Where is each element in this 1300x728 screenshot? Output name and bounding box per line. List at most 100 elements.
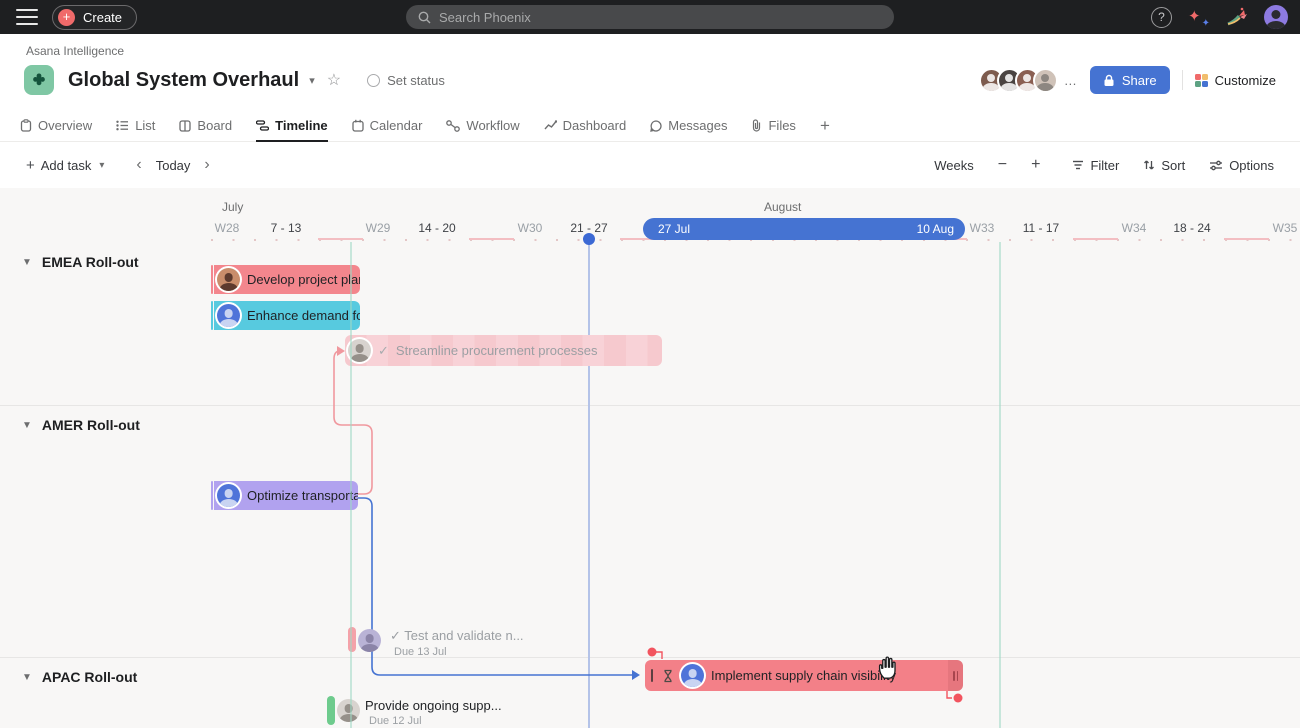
task-bar-implement-supply-chain-visibility[interactable]: Implement supply chain visibility xyxy=(645,660,963,691)
title-chevron-down-icon[interactable]: ▾ xyxy=(309,74,315,87)
week-number: W29 xyxy=(365,221,391,235)
share-button[interactable]: Share xyxy=(1089,66,1170,94)
milestone-pill-test-and-validate[interactable] xyxy=(348,627,356,652)
section-label[interactable]: AMER Roll-out xyxy=(41,417,140,433)
collapse-triangle-icon[interactable]: ▼ xyxy=(22,256,32,268)
plus-icon: + xyxy=(58,8,75,26)
favorite-star-icon[interactable]: ☆ xyxy=(326,72,342,89)
drag-connector xyxy=(946,691,952,699)
tab-overview[interactable]: Overview xyxy=(20,110,92,141)
task-bar-develop-project-plan[interactable]: Develop project plan xyxy=(214,265,360,294)
week-range: 14 - 20 xyxy=(418,221,456,235)
help-icon[interactable]: ? xyxy=(1151,6,1172,28)
title-row: Global System Overhaul ▾ ☆ Set status … … xyxy=(24,65,1276,95)
zoom-level-select[interactable]: Weeks xyxy=(934,157,974,173)
hand-cursor xyxy=(878,656,896,679)
collapse-triangle-icon[interactable]: ▼ xyxy=(22,671,32,683)
add-task-label: Add task xyxy=(40,157,92,173)
tab-list[interactable]: List xyxy=(116,110,155,141)
tab-label: Workflow xyxy=(466,118,520,133)
options-label: Options xyxy=(1229,157,1274,173)
menu-icon[interactable] xyxy=(16,9,38,25)
add-task-button[interactable]: + Add task xyxy=(26,157,91,174)
drag-handle-right[interactable] xyxy=(948,660,963,691)
tab-messages[interactable]: Messages xyxy=(650,110,727,141)
celebration-icon[interactable] xyxy=(1226,7,1248,27)
task-label: Enhance demand fore xyxy=(247,308,360,323)
lock-icon xyxy=(1104,74,1114,86)
filter-icon xyxy=(1073,160,1084,170)
dashboard-icon xyxy=(544,120,557,130)
clipped-edge xyxy=(211,301,213,330)
drag-dot[interactable] xyxy=(953,693,963,703)
today-button[interactable]: Today xyxy=(155,157,191,173)
drag-handle-left[interactable] xyxy=(651,669,653,682)
clipped-edge xyxy=(211,265,213,294)
month-label: July xyxy=(222,200,244,214)
tab-label: Dashboard xyxy=(562,118,627,133)
tab-label: Files xyxy=(768,118,796,133)
board-icon xyxy=(179,119,192,132)
task-bar-enhance-demand-forecasting[interactable]: Enhance demand fore xyxy=(214,301,360,330)
add-view-button[interactable]: + xyxy=(819,115,830,135)
dependency-lines xyxy=(333,346,963,703)
filter-button[interactable]: Filter xyxy=(1072,158,1119,173)
sort-icon xyxy=(1144,160,1155,170)
tab-dashboard[interactable]: Dashboard xyxy=(544,110,627,141)
project-icon[interactable] xyxy=(24,65,54,95)
section-apac: ▼ APAC Roll-out xyxy=(22,669,137,685)
options-icon xyxy=(1210,160,1223,170)
topbar: + Create Search Phoenix ? ✦ ✦ xyxy=(0,0,1300,34)
options-button[interactable]: Options xyxy=(1209,158,1274,173)
task-bar-streamline-procurement[interactable]: ✓ Streamline procurement processes xyxy=(345,335,662,366)
tab-files[interactable]: Files xyxy=(751,110,796,141)
tab-workflow[interactable]: Workflow xyxy=(446,110,520,141)
section-label[interactable]: EMEA Roll-out xyxy=(41,254,139,270)
milestone-pill-provide-ongoing-support[interactable] xyxy=(327,696,335,725)
clipped-edge xyxy=(211,481,213,510)
customize-grid-icon xyxy=(1194,73,1208,87)
milestone-provide-ongoing-support[interactable]: Provide ongoing supp... Due 12 Jul xyxy=(365,698,502,727)
timeline-canvas[interactable]: July August W28 7 - 13 W29 14 - 20 W30 2… xyxy=(0,188,1300,728)
breadcrumb[interactable]: Asana Intelligence xyxy=(26,44,125,58)
add-task-chevron-down-icon[interactable]: ▾ xyxy=(99,159,105,171)
puzzle-glyph xyxy=(33,73,45,86)
user-avatar[interactable] xyxy=(1264,5,1288,29)
search-input[interactable]: Search Phoenix xyxy=(406,5,894,29)
next-period-button[interactable]: › xyxy=(204,156,210,173)
check-icon: ✓ xyxy=(378,342,389,358)
task-bar-optimize-transportation[interactable]: Optimize transportatio xyxy=(214,481,358,510)
drag-dot[interactable] xyxy=(647,647,657,657)
more-members-button[interactable]: … xyxy=(1063,72,1078,88)
topbar-actions: ? ✦ ✦ xyxy=(1151,5,1288,29)
create-button[interactable]: + Create xyxy=(52,4,138,30)
set-status-button[interactable]: Set status xyxy=(367,73,445,88)
assignee-avatar xyxy=(217,268,240,291)
date-range-pill[interactable]: 27 Jul 10 Aug xyxy=(643,218,965,240)
collapse-triangle-icon[interactable]: ▼ xyxy=(22,419,32,431)
tab-board[interactable]: Board xyxy=(179,110,232,141)
customize-button[interactable]: Customize xyxy=(1194,73,1276,88)
view-tabs: Overview List Board Timeline Calendar Wo… xyxy=(0,110,1300,142)
timeline-icon xyxy=(256,119,270,131)
tab-label: Messages xyxy=(668,118,728,133)
range-start: 27 Jul xyxy=(658,222,691,236)
milestone-test-and-validate[interactable]: ✓ Test and validate n... Due 13 Jul xyxy=(390,628,524,658)
zoom-out-button[interactable]: − xyxy=(997,156,1008,173)
ai-sparkles-icon[interactable]: ✦ ✦ xyxy=(1188,8,1210,29)
sort-button[interactable]: Sort xyxy=(1143,158,1185,173)
prev-period-button[interactable]: ‹ xyxy=(136,156,142,173)
tab-label: Timeline xyxy=(275,117,328,133)
assignee-avatar xyxy=(358,629,381,652)
range-end: 10 Aug xyxy=(916,222,954,236)
tab-timeline[interactable]: Timeline xyxy=(256,111,328,142)
tab-label: Board xyxy=(197,118,233,133)
section-label[interactable]: APAC Roll-out xyxy=(41,669,138,685)
assignee-avatar xyxy=(217,304,240,327)
check-icon: ✓ xyxy=(390,628,401,643)
week-number: W35 xyxy=(1272,221,1298,235)
zoom-in-button[interactable]: + xyxy=(1031,156,1041,173)
week-range: 11 - 17 xyxy=(1022,221,1060,235)
member-avatar[interactable] xyxy=(1032,67,1058,93)
tab-calendar[interactable]: Calendar xyxy=(351,110,422,141)
